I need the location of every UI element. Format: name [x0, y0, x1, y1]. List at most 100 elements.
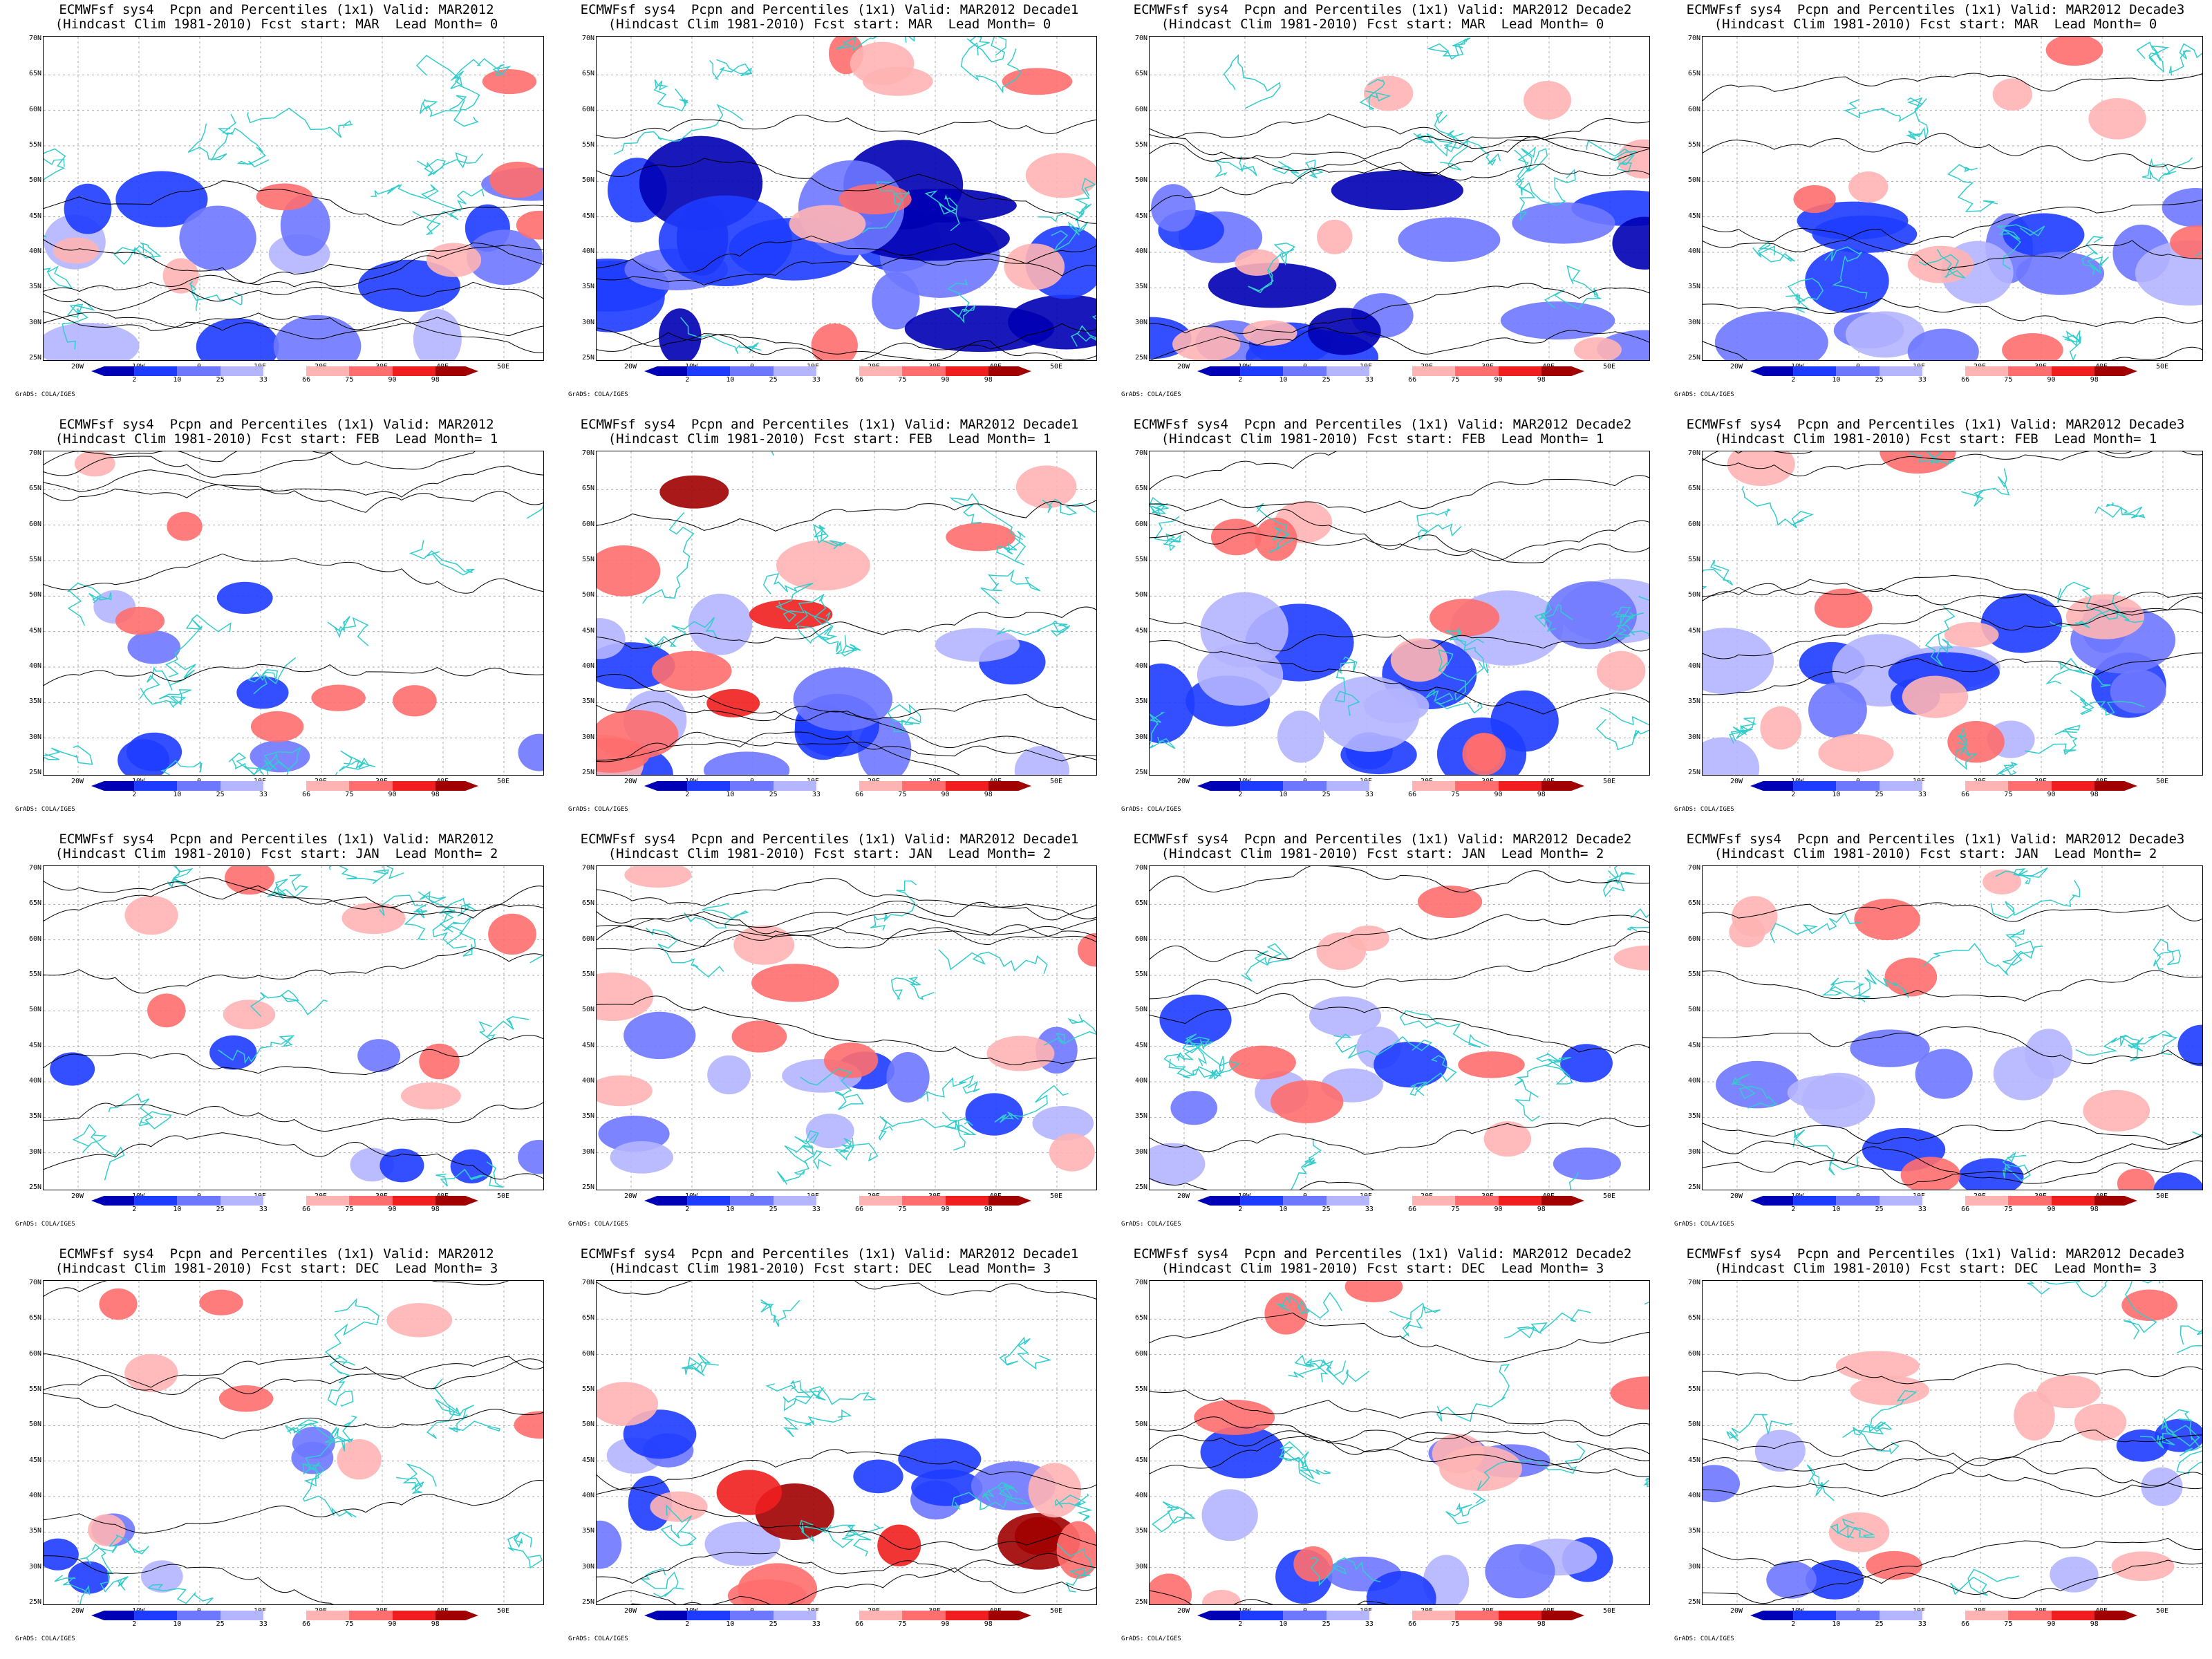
colorbar-tick-label: 25 [1322, 791, 1331, 798]
colorbar-tick-label: 98 [431, 791, 440, 798]
low-percentile-area [1512, 202, 1615, 244]
coastline [944, 1118, 977, 1151]
colorbar-segment [306, 781, 350, 791]
colorbar-tick-label: 66 [1961, 791, 1970, 798]
colorbar-tick-label: 75 [1451, 791, 1460, 798]
contour-line [597, 114, 1096, 139]
colorbar-segment [1965, 1611, 2009, 1620]
panel-title: ECMWFsf sys4 Pcpn and Percentiles (1x1) … [1686, 832, 2185, 861]
lat-label: 60N [1134, 105, 1147, 113]
colorbar-tick-label: 2 [685, 1620, 690, 1628]
panel-title: ECMWFsf sys4 Pcpn and Percentiles (1x1) … [1133, 832, 1632, 861]
colorbar-segment [1326, 781, 1369, 791]
colorbar-segment [1455, 781, 1499, 791]
colorbar-tick-label: 75 [1451, 1206, 1460, 1213]
low-percentile-area [1714, 311, 1828, 360]
coastline [1990, 880, 2081, 919]
high-percentile-area [2083, 1089, 2150, 1132]
lat-label: 30N [28, 318, 41, 326]
low-percentile-area [280, 194, 330, 256]
map-panel: ECMWFsf sys4 Pcpn and Percentiles (1x1) … [561, 832, 1098, 1239]
low-percentile-area [1032, 1105, 1094, 1141]
lat-label: 30N [1134, 1562, 1147, 1571]
map-plot [43, 865, 544, 1190]
colorbar-tick-label: 75 [345, 376, 354, 384]
colorbar-tick-label: 98 [2090, 1620, 2099, 1628]
credit-text: GrADS: COLA/IGES [1674, 391, 1734, 398]
coastline [680, 317, 762, 355]
contour-line [44, 1353, 543, 1388]
contour-line [1703, 133, 2202, 169]
coastline [1163, 1053, 1222, 1079]
contour-line [630, 1567, 1096, 1604]
contour-line [1703, 1548, 2202, 1600]
coastline [2121, 1030, 2178, 1056]
high-percentile-area [2002, 332, 2063, 360]
contour-line [1150, 1118, 1649, 1155]
high-percentile-area [124, 895, 178, 935]
colorbar-segment [2008, 781, 2052, 791]
coastline [1168, 1056, 1240, 1080]
contour-line [1150, 866, 1649, 893]
contour-line [1150, 521, 1649, 561]
lat-label: 65N [581, 899, 594, 908]
low-percentile-area [1150, 1143, 1206, 1185]
high-percentile-area [650, 1491, 708, 1522]
low-percentile-area [1808, 682, 1867, 738]
colorbar-tick-label: 25 [216, 1206, 225, 1213]
colorbar-segment [177, 781, 221, 791]
colorbar-tick-label: 25 [769, 1620, 778, 1628]
colorbar-tick-label: 90 [1494, 1206, 1503, 1213]
colorbar-segment [816, 781, 860, 791]
colorbar-segment [730, 781, 774, 791]
colorbar-tick-label: 98 [2090, 791, 2099, 798]
high-percentile-area [124, 1353, 178, 1392]
coastline [1514, 146, 1537, 183]
lon-label: 20W [71, 1192, 84, 1200]
low-percentile-area [1703, 1465, 1741, 1503]
high-percentile-area [1814, 588, 1873, 628]
colorbar-segment [902, 1611, 946, 1620]
colorbar [1197, 1196, 1584, 1206]
high-percentile-area [1317, 219, 1353, 254]
coastline [1924, 606, 1956, 666]
colorbar-tick-label: 25 [216, 376, 225, 384]
colorbar-tick-label: 10 [1279, 1620, 1288, 1628]
map-plot [1702, 865, 2203, 1190]
low-percentile-area [1845, 311, 1925, 358]
high-percentile-area [776, 540, 870, 591]
contour-line [1150, 113, 1649, 161]
colorbar-segment [1879, 1611, 1922, 1620]
colorbar-segment [816, 1196, 860, 1206]
contour-line [1703, 574, 2202, 616]
colorbar-segment [2008, 1196, 2052, 1206]
high-percentile-area [1854, 899, 1920, 941]
colorbar-tick-label: 66 [1408, 1620, 1417, 1628]
colorbar-segment [1922, 781, 1966, 791]
coastline [1515, 169, 1576, 206]
lon-label: 50E [1049, 1607, 1063, 1615]
coastline [982, 1482, 1015, 1502]
panel-title: ECMWFsf sys4 Pcpn and Percentiles (1x1) … [55, 417, 498, 447]
colorbar-segment [902, 781, 946, 791]
contour-line [44, 877, 543, 919]
high-percentile-area [2121, 1289, 2178, 1321]
contour-line [597, 257, 1096, 285]
lat-label: 35N [1134, 283, 1147, 291]
colorbar-tick-label: 75 [898, 376, 907, 384]
lat-label: 45N [581, 212, 594, 220]
contour-line [597, 731, 960, 775]
lat-label: 55N [28, 971, 41, 978]
low-percentile-area [413, 309, 462, 360]
contour-line [44, 1281, 509, 1297]
coastline [285, 1419, 337, 1441]
colorbar-segment [1326, 366, 1369, 376]
colorbar-segment [220, 781, 263, 791]
lon-label: 20W [1177, 363, 1190, 371]
high-percentile-area [1025, 153, 1096, 198]
high-percentile-area [1818, 733, 1894, 772]
coastline [1918, 249, 1966, 279]
coastline [1595, 706, 1649, 751]
colorbar-tick-label: 90 [2047, 376, 2056, 384]
coastline [1729, 717, 1757, 744]
